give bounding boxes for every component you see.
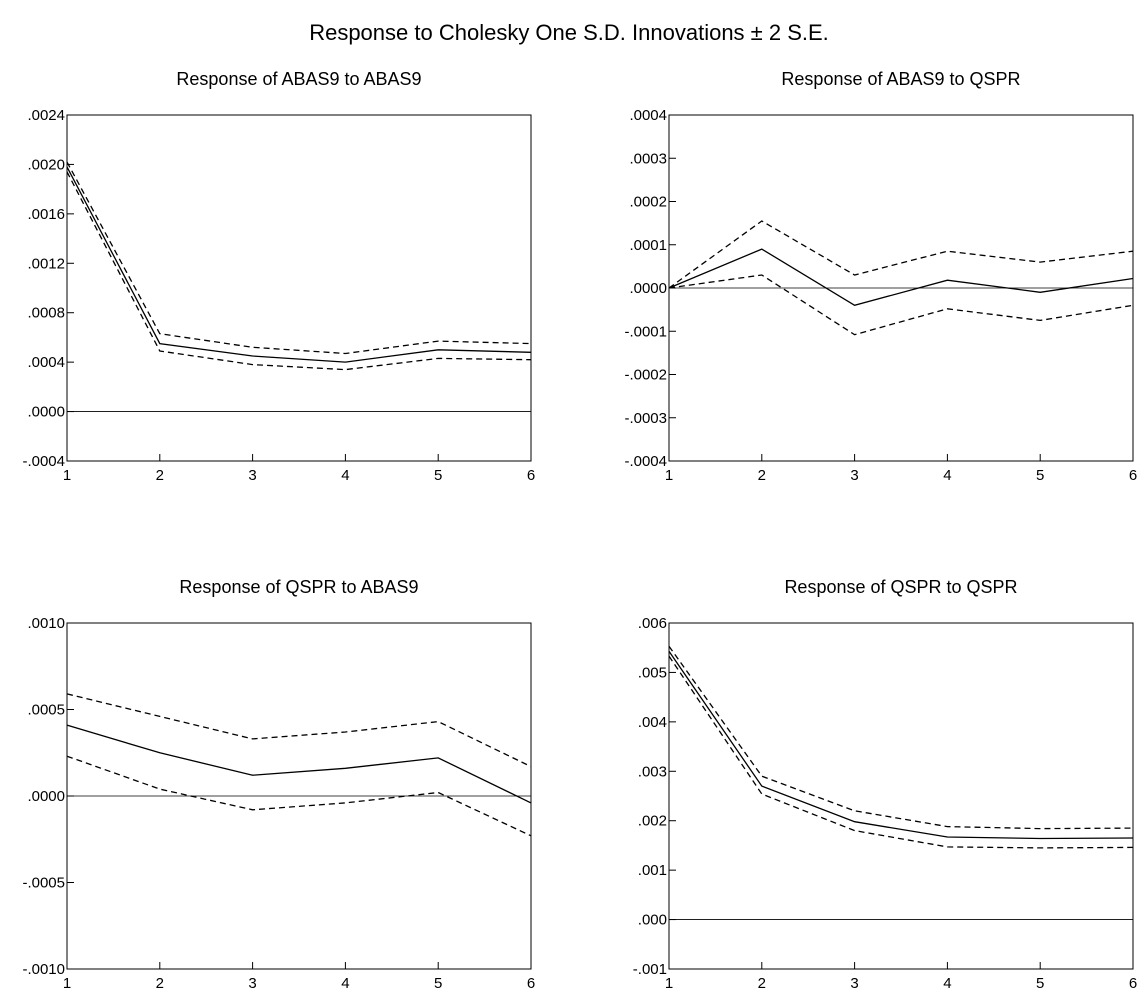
x-tick-label: 6 xyxy=(1129,975,1137,992)
y-tick-label: -.0010 xyxy=(22,961,65,978)
panel-title: Response of ABAS9 to QSPR xyxy=(781,69,1020,89)
x-tick-label: 3 xyxy=(850,975,858,992)
y-tick-label: .0000 xyxy=(27,788,65,805)
confidence-band-line xyxy=(66,171,532,371)
x-tick-label: 6 xyxy=(1129,467,1137,484)
y-tick-label: .0000 xyxy=(629,280,667,297)
y-tick-label: .0008 xyxy=(27,305,65,322)
confidence-band-line xyxy=(66,693,532,768)
x-tick-label: 4 xyxy=(943,467,951,484)
y-tick-label: -.0002 xyxy=(624,367,667,384)
y-tick-label: .0016 xyxy=(27,206,65,223)
confidence-band-line xyxy=(668,274,1134,336)
panel-1: Response of ABAS9 to ABAS9 -.0004 .0000 .00… xyxy=(22,69,535,484)
panel-4: Response of QSPR to QSPR -.001 .000 .001 .00… xyxy=(633,577,1137,992)
x-tick-label: 5 xyxy=(434,467,442,484)
y-tick-label: .0024 xyxy=(27,107,65,124)
x-tick-label: 4 xyxy=(341,975,349,992)
x-tick-label: 3 xyxy=(850,467,858,484)
y-tick-label: .0004 xyxy=(27,354,65,371)
y-tick-label: .0020 xyxy=(27,156,65,173)
y-tick-label: .0002 xyxy=(629,194,667,211)
y-tick-label: -.0003 xyxy=(624,410,667,427)
y-tick-label: -.0001 xyxy=(624,323,667,340)
panel-title: Response of QSPR to ABAS9 xyxy=(179,577,418,597)
confidence-band-line xyxy=(66,161,532,355)
y-tick-label: .0003 xyxy=(629,150,667,167)
x-tick-label: 2 xyxy=(758,467,766,484)
x-tick-label: 3 xyxy=(248,467,256,484)
y-tick-label: -.0004 xyxy=(22,453,65,470)
y-tick-label: .002 xyxy=(638,813,667,830)
confidence-band-line xyxy=(668,655,1134,849)
x-tick-label: 2 xyxy=(758,975,766,992)
x-tick-label: 1 xyxy=(665,467,673,484)
y-tick-label: .004 xyxy=(638,714,667,731)
y-tick-label: .003 xyxy=(638,763,667,780)
y-tick-label: .0000 xyxy=(27,404,65,421)
x-tick-label: 6 xyxy=(527,467,535,484)
y-tick-label: .0005 xyxy=(27,702,65,719)
y-tick-label: .005 xyxy=(638,664,667,681)
confidence-band-line xyxy=(66,755,532,837)
confidence-band-line xyxy=(668,645,1134,830)
response-line xyxy=(668,650,1134,840)
confidence-band-line xyxy=(668,220,1134,289)
y-tick-label: .0012 xyxy=(27,255,65,272)
y-tick-label: .0010 xyxy=(27,615,65,632)
x-tick-label: 1 xyxy=(63,467,71,484)
y-tick-label: -.0005 xyxy=(22,875,65,892)
x-tick-label: 1 xyxy=(63,975,71,992)
panel-title: Response of QSPR to QSPR xyxy=(784,577,1017,597)
x-tick-label: 5 xyxy=(1036,975,1044,992)
y-tick-label: .0001 xyxy=(629,237,667,254)
y-tick-label: .006 xyxy=(638,615,667,632)
panel-2: Response of ABAS9 to QSPR -.0004 -.0003 -.0… xyxy=(624,69,1137,484)
y-tick-label: -.0004 xyxy=(624,453,667,470)
panel-3: Response of QSPR to ABAS9 -.0010 -.0005 .00… xyxy=(22,577,535,992)
x-tick-label: 4 xyxy=(341,467,349,484)
x-tick-label: 5 xyxy=(1036,467,1044,484)
panel-title: Response of ABAS9 to ABAS9 xyxy=(176,69,421,89)
plot-frame xyxy=(66,114,532,462)
response-line xyxy=(66,166,532,363)
y-tick-label: .0004 xyxy=(629,107,667,124)
x-tick-label: 2 xyxy=(156,975,164,992)
x-tick-label: 1 xyxy=(665,975,673,992)
y-tick-label: .001 xyxy=(638,862,667,879)
x-tick-label: 4 xyxy=(943,975,951,992)
x-tick-label: 5 xyxy=(434,975,442,992)
x-tick-label: 6 xyxy=(527,975,535,992)
response-line xyxy=(66,724,532,804)
figure-title: Response to Cholesky One S.D. Innovation… xyxy=(309,20,829,45)
x-tick-label: 2 xyxy=(156,467,164,484)
y-tick-label: .000 xyxy=(638,912,667,929)
plot-frame xyxy=(668,622,1134,970)
response-line xyxy=(668,248,1134,307)
y-tick-label: -.001 xyxy=(633,961,667,978)
x-tick-label: 3 xyxy=(248,975,256,992)
